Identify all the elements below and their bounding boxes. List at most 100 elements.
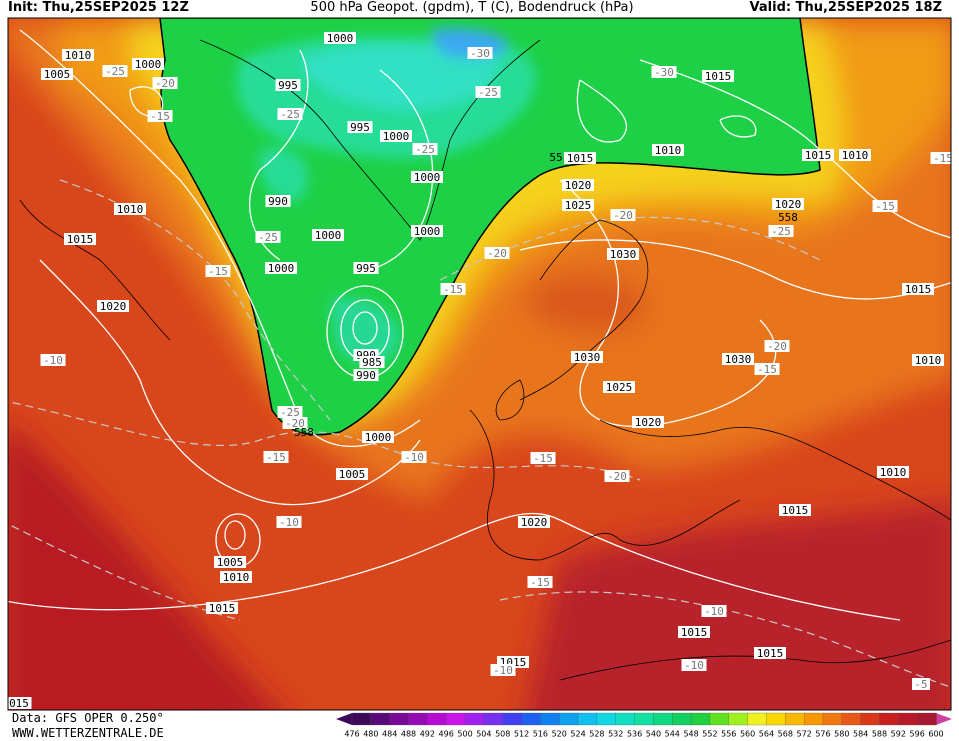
isobar-label: 1020 [775,198,802,211]
scale-bin [728,712,749,726]
isobar-label: 1015 [567,152,594,165]
isobar-label: 990 [268,195,288,208]
coastlines [19,39,951,681]
scale-label: 588 [872,730,887,739]
isobar-label: 1020 [635,416,662,429]
scale-label: 568 [778,730,793,739]
scale-label: 524 [570,730,585,739]
isobar-label-box [312,229,344,241]
isobar-label-box [353,262,379,274]
isobar-label-box [380,130,412,142]
isobar-label-box [652,144,684,156]
temperature-label: -15 [757,363,777,376]
height-label: 558 [294,426,314,439]
scale-bin [596,712,617,726]
temperature-label-box [401,451,427,463]
isobar-label: 995 [356,262,376,275]
scale-bin [879,712,899,726]
temperature-label: -25 [280,108,300,121]
scale-bin [672,712,692,726]
isobar-label: 1000 [327,32,354,45]
temperature-label-box [440,283,466,295]
map-frame [7,17,952,711]
isobar-label: 1020 [100,300,127,313]
isobar-label-box [214,556,246,568]
height-label: 55 [549,151,562,164]
isobar-label: 1010 [655,144,682,157]
isobar-label: 1010 [880,466,907,479]
temperature-label-box [277,406,303,418]
isobar-label-box [114,203,146,215]
temperature-label-box [412,143,438,155]
isobar-label-box [877,466,909,478]
isobar-label: 1025 [565,199,592,212]
isobar-label: 1010 [223,571,250,584]
temperature-label-box [152,77,178,89]
scale-bin [389,712,410,726]
temperature-label-box [872,200,898,212]
scale-label: 512 [514,730,529,739]
isobar-label: 1015 [905,283,932,296]
temperature-label: -5 [914,678,927,691]
isobar-label: 1015 [705,70,732,83]
isobar-label-box [678,626,710,638]
isobar-label: 1010 [117,203,144,216]
temperature-label: -25 [280,406,300,419]
isobar-label: 1005 [339,468,366,481]
temperature-label-box [255,231,281,243]
temperature-label: -15 [875,200,895,213]
scale-label: 500 [457,730,472,739]
isobar-label: 1015 [782,504,809,517]
edge-label: 015 [9,697,29,710]
isobar-label: 1015 [681,626,708,639]
isobar-label-box [562,199,594,211]
temperature-label: -15 [150,110,170,123]
scale-arrow-high [936,713,952,725]
isobar-label-box [97,300,129,312]
isobar-label-box [206,602,238,614]
isobar-label-box [41,68,73,80]
isobar-label: 1030 [725,353,752,366]
isobar-label: 1015 [805,149,832,162]
isobar-label: 1005 [44,68,71,81]
temperature-label: -20 [607,470,627,483]
scale-bin [559,712,579,726]
scale-bin [577,712,598,726]
isobar-label: 1010 [842,149,869,162]
temperature-label: -20 [285,417,305,430]
isobar-label-box [754,647,786,659]
scale-label: 580 [834,730,849,739]
scale-label: 564 [759,730,774,739]
temperature-label-box [764,340,790,352]
isobar-label-box [220,571,252,583]
isobar-label-box [518,516,550,528]
isobar-label-box [912,354,944,366]
scale-bin [917,712,937,726]
scale-bin [898,712,918,726]
isobar-label-box [411,225,443,237]
scale-label: 516 [533,730,548,739]
temperature-label-box [484,247,510,259]
isobar-label-box [571,351,603,363]
temperature-label-box [527,576,553,588]
cold-core [236,28,537,364]
temperature-label-box [768,225,794,237]
scale-bin [634,712,655,726]
data-source: Data: GFS OPER 0.250° [12,711,164,725]
temperature-label: -25 [258,231,278,244]
temperature-label-box [490,664,516,676]
temperature-label-box [475,86,501,98]
temperature-label: -15 [266,451,286,464]
isobar-label: 1000 [414,171,441,184]
temperature-label: -10 [493,664,513,677]
scale-bin [841,712,862,726]
scale-bin [690,712,711,726]
isobar-label-box [62,49,94,61]
scale-label: 548 [683,730,698,739]
scale-label: 484 [382,730,397,739]
isobar-label-box [275,79,301,91]
isobar-label: 995 [350,121,370,134]
temperature-label-box [102,65,128,77]
temperature-label: -20 [613,209,633,222]
